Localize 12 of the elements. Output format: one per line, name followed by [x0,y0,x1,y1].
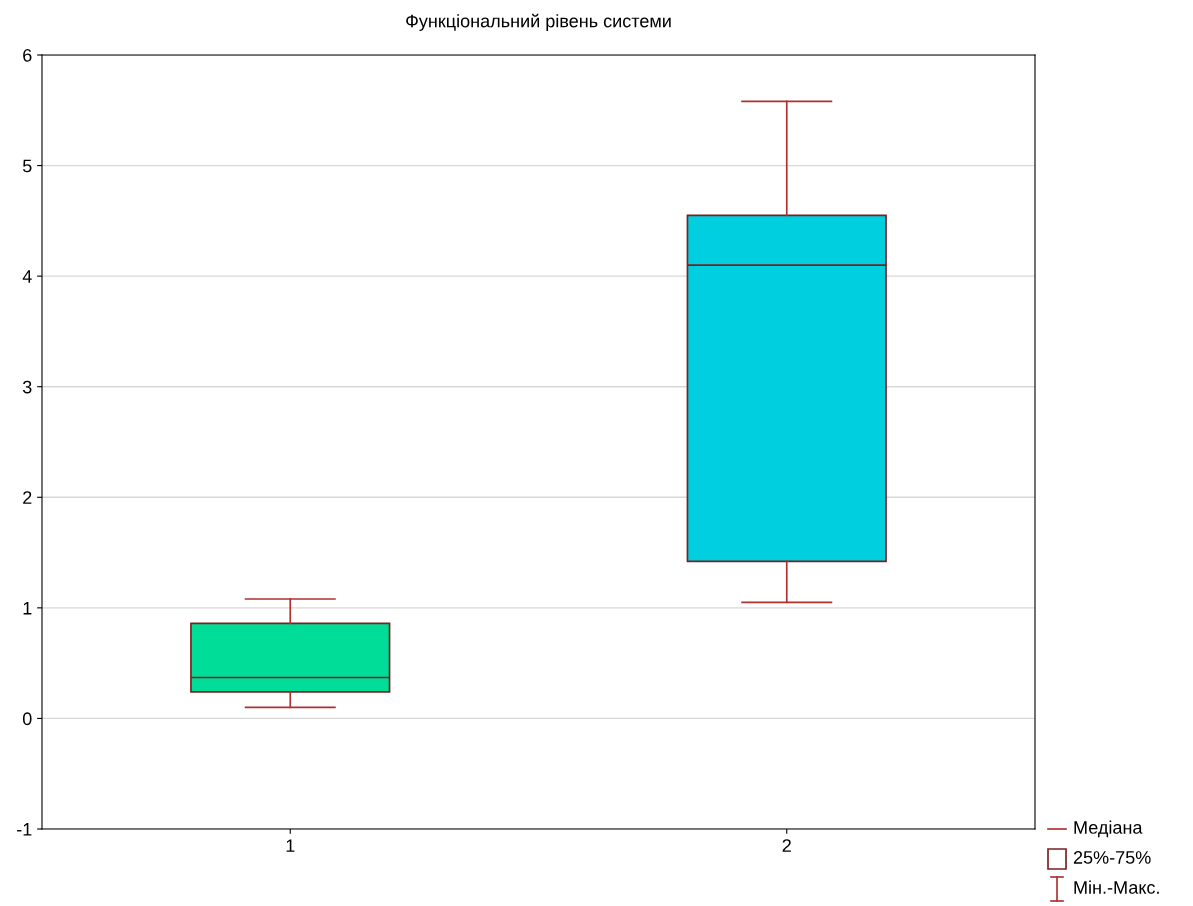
y-tick-label: 1 [23,601,32,615]
y-tick-label: 5 [22,159,32,173]
text: Медіана [1074,820,1143,838]
y-tick-label: 2 [23,491,32,504]
text: 25%-75% [1073,851,1151,864]
text: Мін.-Макс. [1074,880,1159,894]
y-tick-label: 4 [22,270,32,283]
y-tick-label: 0 [22,712,32,726]
chart-title: Функціональний рівень системи [406,13,671,31]
y-tick-label: 6 [23,48,32,62]
y-tick-label: 3 [22,380,32,394]
y-tick-label: -1 [17,823,32,836]
